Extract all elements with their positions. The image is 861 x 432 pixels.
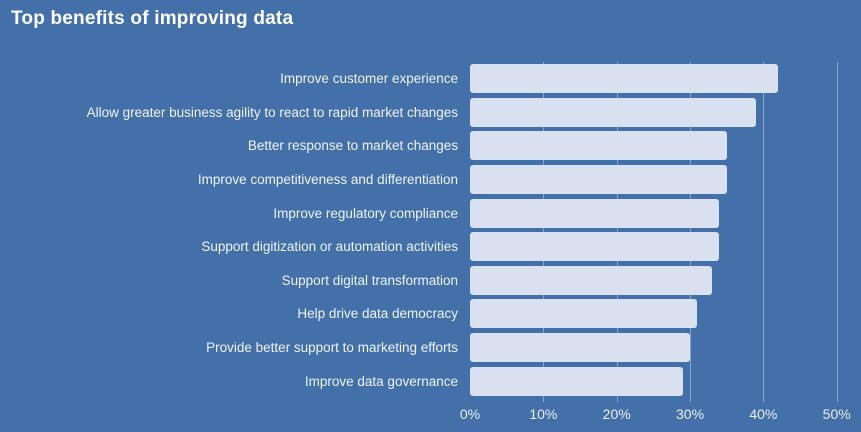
bar-row: Support digital transformation (0, 264, 861, 298)
x-axis-tick-label: 0% (459, 406, 481, 422)
bar-row: Better response to market changes (0, 129, 861, 163)
bar (470, 165, 727, 195)
bar (470, 299, 698, 329)
gridline-50% (836, 62, 838, 402)
gridline-40% (763, 62, 765, 402)
bar-row: Improve customer experience (0, 62, 861, 96)
category-label: Support digitization or automation activ… (201, 239, 458, 255)
bar (470, 97, 757, 127)
bar-row: Help drive data democracy (0, 297, 861, 331)
bar-track (470, 364, 861, 398)
plot-area: Improve customer experience Allow greater… (0, 62, 861, 422)
bar-row: Improve regulatory compliance (0, 196, 861, 230)
category-label: Better response to market changes (247, 138, 458, 154)
gridline-10% (543, 62, 545, 402)
bar-row: Improve competitiveness and differentiat… (0, 163, 861, 197)
bar (470, 232, 720, 262)
bar-row: Improve data governance (0, 364, 861, 398)
bar (470, 131, 727, 161)
bar-track (470, 196, 861, 230)
bar-track (470, 163, 861, 197)
bar-rows: Improve customer experience Allow greater… (0, 62, 861, 398)
x-axis-tick-label: 40% (749, 406, 778, 422)
x-axis-tick-label: 10% (529, 406, 558, 422)
x-axis: 0% 10% 20% 30% 40% 50% (460, 406, 861, 424)
category-label: Support digital transformation (281, 272, 458, 288)
bar (470, 265, 713, 295)
bar (470, 64, 779, 94)
x-axis-tick-label: 50% (822, 406, 851, 422)
bar-track (470, 96, 861, 130)
gridline-layer (470, 62, 861, 402)
gridline-30% (690, 62, 692, 402)
bar-track (470, 331, 861, 365)
bar (470, 366, 683, 396)
bar-track (470, 62, 861, 96)
bar-track (470, 264, 861, 298)
bar-row: Allow greater business agility to react … (0, 96, 861, 130)
category-label: Improve competitiveness and differentiat… (197, 172, 458, 188)
bar (470, 198, 720, 228)
category-label: Allow greater business agility to react … (86, 104, 458, 120)
x-axis-tick-label: 30% (676, 406, 705, 422)
category-label: Improve regulatory compliance (273, 205, 458, 221)
category-label: Help drive data democracy (297, 306, 458, 322)
category-label: Improve data governance (304, 373, 458, 389)
bar-row: Support digitization or automation activ… (0, 230, 861, 264)
category-label: Improve customer experience (280, 71, 458, 87)
bar-track (470, 230, 861, 264)
category-label: Provide better support to marketing effo… (206, 340, 458, 356)
gridline-20% (616, 62, 618, 402)
bar-row: Provide better support to marketing effo… (0, 331, 861, 365)
chart-title: Top benefits of improving data (11, 8, 294, 29)
bar-track (470, 297, 861, 331)
bar (470, 333, 691, 363)
x-axis-tick-label: 20% (602, 406, 631, 422)
bar-track (470, 129, 861, 163)
